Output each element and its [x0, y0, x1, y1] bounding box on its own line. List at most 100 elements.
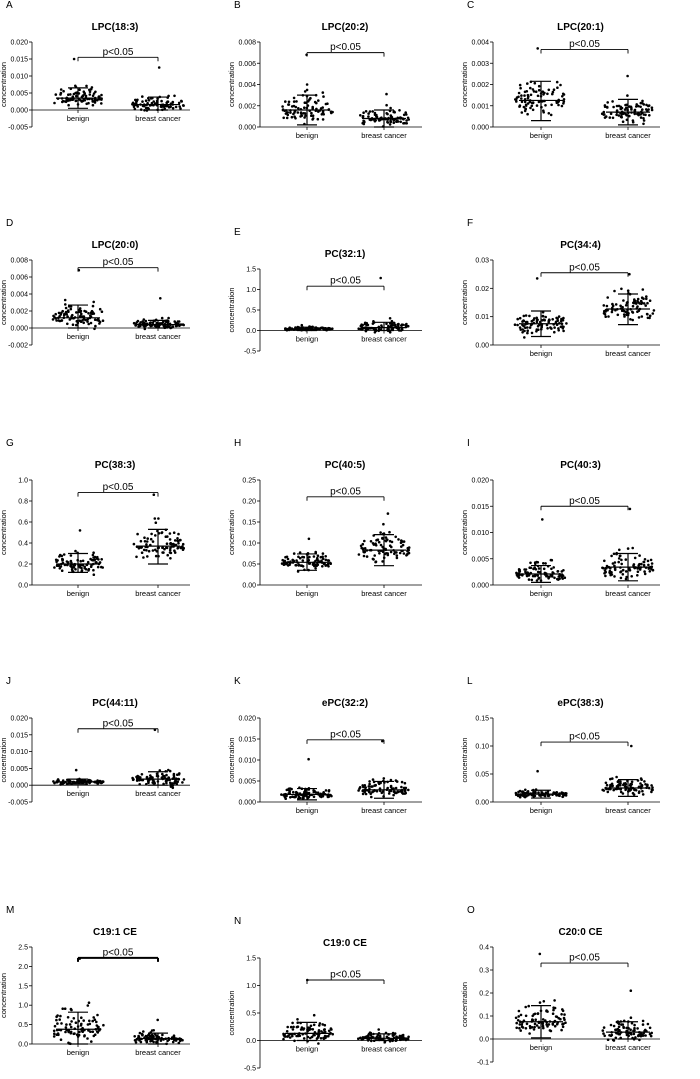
data-point	[405, 119, 408, 122]
x-category-label: breast cancer	[605, 349, 651, 358]
data-point	[634, 1036, 637, 1039]
x-category-label: benign	[530, 349, 553, 358]
data-point	[286, 113, 290, 117]
data-point	[406, 1037, 409, 1041]
data-point	[518, 83, 522, 87]
data-point	[358, 787, 361, 790]
data-point	[96, 555, 99, 559]
data-point	[401, 792, 405, 795]
data-point	[362, 111, 365, 114]
data-point	[65, 560, 69, 563]
data-point	[84, 94, 88, 98]
data-point	[95, 1020, 98, 1024]
data-point	[641, 1034, 644, 1037]
data-point	[558, 577, 561, 580]
data-point	[139, 108, 143, 111]
data-point	[633, 109, 636, 112]
data-point	[536, 769, 539, 773]
data-point	[650, 784, 653, 787]
data-point	[649, 558, 653, 562]
data-point	[329, 793, 332, 797]
data-point	[93, 327, 96, 331]
data-point	[75, 323, 78, 327]
data-point	[650, 562, 654, 565]
data-point	[524, 1005, 527, 1009]
data-point	[546, 92, 549, 96]
data-point	[161, 1033, 164, 1037]
y-tick-label: -0.002	[8, 343, 28, 350]
data-point	[287, 100, 291, 104]
y-tick-label: 0.3	[479, 968, 489, 975]
data-point	[182, 547, 185, 550]
panel-title: C19:0 CE	[323, 938, 367, 949]
panel-letter: M	[6, 905, 14, 916]
data-point	[546, 1010, 549, 1013]
data-point	[305, 83, 309, 86]
data-point	[331, 327, 334, 331]
data-point	[400, 1035, 404, 1039]
data-point	[612, 788, 615, 792]
data-point	[323, 1028, 327, 1031]
data-point	[542, 1026, 545, 1030]
data-point	[542, 1000, 546, 1003]
y-tick-label: 0.0	[18, 583, 28, 590]
data-point	[406, 546, 410, 550]
data-point	[557, 315, 561, 318]
data-point	[88, 90, 92, 93]
data-point	[139, 776, 142, 779]
data-point	[66, 1016, 70, 1019]
data-point	[82, 321, 85, 325]
panel-letter: L	[467, 676, 473, 687]
y-tick-label: 0.000	[238, 125, 256, 132]
data-point	[367, 790, 371, 793]
data-point	[81, 1029, 84, 1033]
data-point	[177, 532, 180, 536]
data-point	[399, 120, 403, 124]
data-point	[300, 323, 304, 327]
data-point	[528, 314, 531, 318]
data-point	[91, 553, 95, 557]
y-tick-label: 0.000	[238, 800, 256, 807]
data-point	[519, 86, 522, 90]
data-point	[388, 317, 392, 320]
data-point	[300, 1026, 304, 1029]
data-point	[313, 1033, 316, 1037]
data-point	[359, 544, 363, 548]
x-category-label: breast cancer	[135, 789, 181, 798]
data-point	[311, 118, 314, 121]
data-point	[515, 96, 519, 99]
data-point	[102, 1023, 105, 1027]
data-point	[317, 1035, 320, 1038]
data-point	[646, 313, 649, 316]
data-point	[524, 326, 527, 330]
data-point	[142, 318, 146, 321]
data-point	[312, 1023, 316, 1027]
data-point	[75, 311, 78, 314]
data-point	[556, 317, 559, 321]
data-point	[533, 794, 537, 798]
data-point	[310, 1035, 314, 1039]
data-point	[297, 797, 300, 800]
y-tick-label: 0.4	[18, 541, 28, 548]
data-point	[385, 1035, 389, 1039]
data-point	[365, 324, 368, 327]
data-point	[65, 1023, 68, 1026]
y-axis-label: concentration	[460, 737, 469, 782]
data-point	[637, 301, 640, 304]
data-point	[622, 1025, 625, 1029]
data-point	[292, 552, 296, 555]
data-point	[533, 1025, 536, 1029]
data-point	[147, 107, 150, 110]
data-point	[159, 297, 162, 300]
data-point	[308, 1026, 311, 1030]
data-point	[137, 547, 141, 550]
data-point	[601, 566, 604, 570]
data-point	[69, 307, 73, 311]
data-point	[546, 327, 549, 330]
data-point	[174, 105, 178, 109]
data-point	[536, 47, 539, 50]
data-point	[532, 790, 535, 794]
x-category-label: breast cancer	[361, 131, 407, 140]
data-point	[555, 80, 559, 84]
data-point	[524, 104, 528, 107]
